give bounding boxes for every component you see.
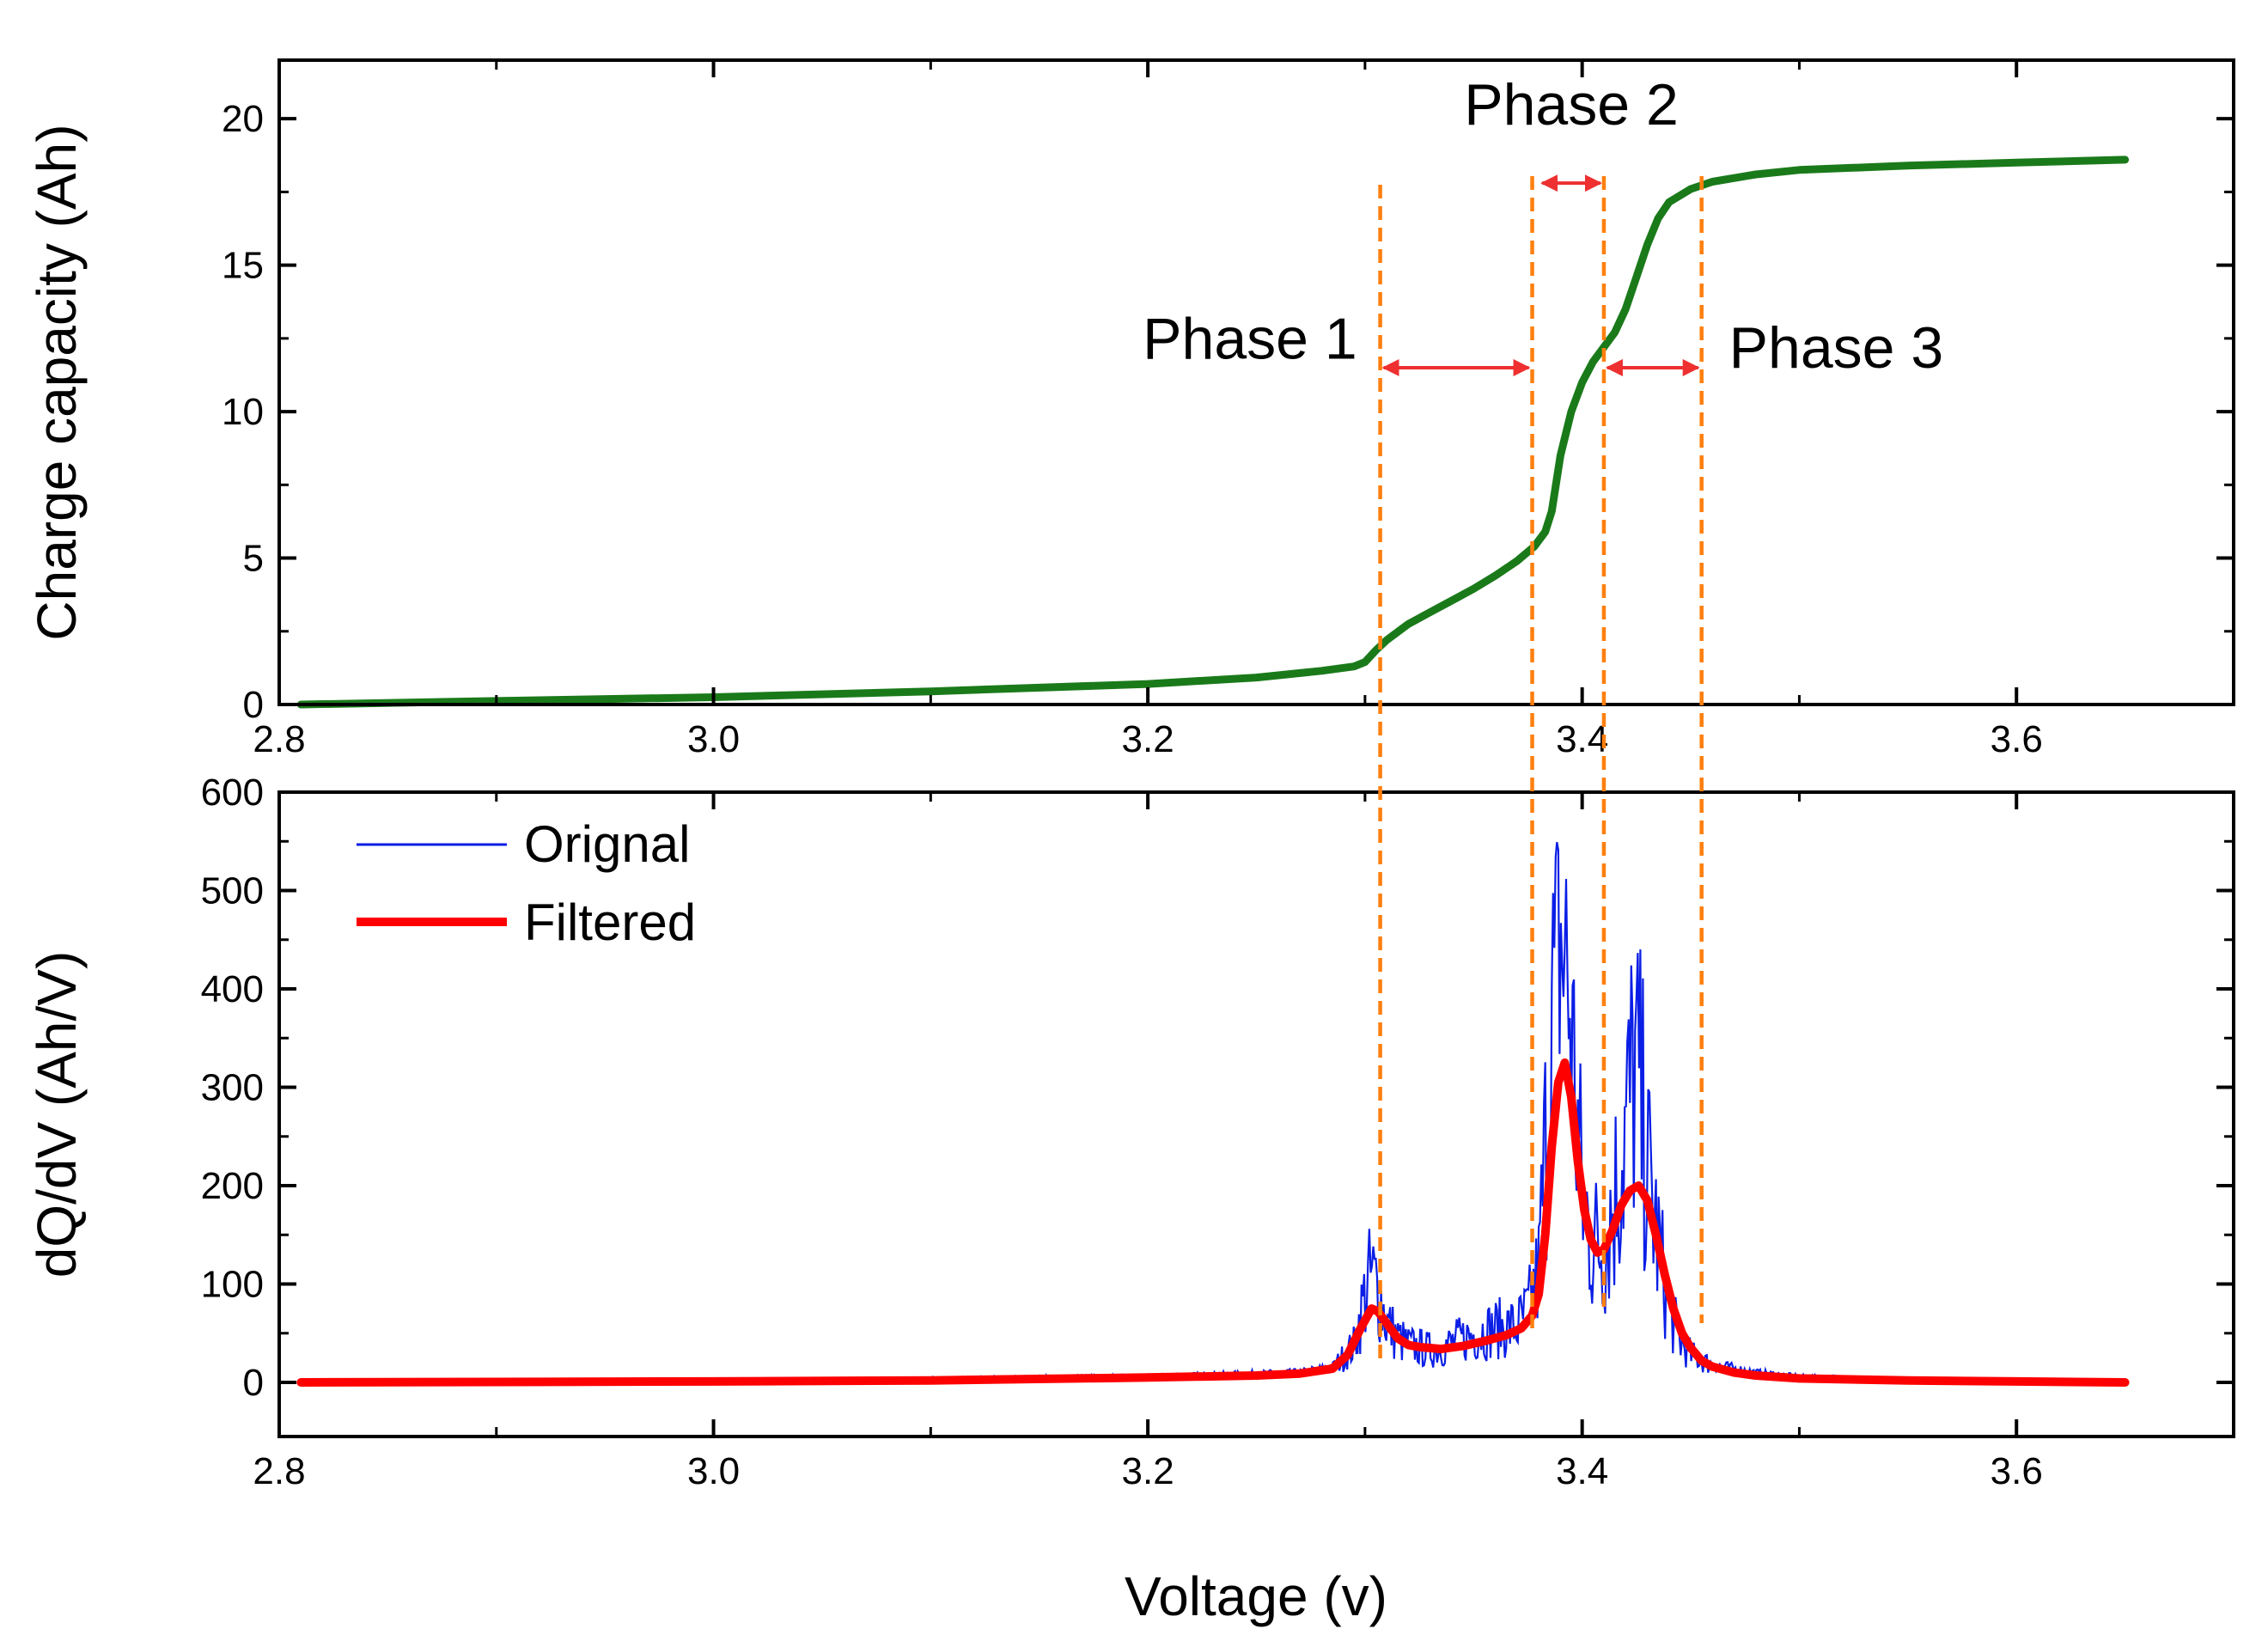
bottom-y-tick-label: 100 xyxy=(201,1264,264,1306)
bottom-tick-layer: 2.8 3.0 3.2 3.4 3.6 0 100 200 300 400 500 600 xyxy=(201,772,2234,1492)
charge-capacity-line xyxy=(296,156,2130,709)
phase-boundary-layer xyxy=(1378,176,1704,1366)
top-x-tick-label: 2.8 xyxy=(253,718,305,760)
top-chart-panel: Phase 1 Phase 2 Phase 3 2.8 3.0 3.2 3.4 3.6 0 5 1… xyxy=(26,58,2235,760)
bottom-y-tick-label: 300 xyxy=(201,1067,264,1109)
top-x-tick-label: 3.4 xyxy=(1556,718,1608,760)
bottom-y-tick-label: 200 xyxy=(201,1165,264,1207)
top-y-tick-label: 20 xyxy=(222,98,264,140)
filtered-dqdv-line xyxy=(296,1058,2130,1387)
bottom-x-tick-label: 3.6 xyxy=(1991,1450,2043,1492)
bottom-y-tick-label: 500 xyxy=(201,870,264,912)
bottom-y-tick-label: 0 xyxy=(243,1362,264,1404)
phase-label: Phase 1 xyxy=(1143,307,1357,372)
top-y-tick-label: 5 xyxy=(243,538,264,580)
bottom-x-tick-label: 3.4 xyxy=(1556,1450,1608,1492)
phase-label: Phase 2 xyxy=(1464,72,1679,137)
bottom-x-tick-label: 2.8 xyxy=(253,1450,305,1492)
bottom-series-layer xyxy=(296,842,2130,1387)
bottom-plot-frame xyxy=(277,790,2235,1438)
legend: Orignal Filtered xyxy=(357,815,696,951)
top-x-tick-label: 3.2 xyxy=(1122,718,1174,760)
bottom-chart-panel: 2.8 3.0 3.2 3.4 3.6 0 100 200 300 400 500 600 dQ/dV… xyxy=(26,772,2235,1627)
top-series-layer xyxy=(296,156,2130,709)
x-axis-title: Voltage (v) xyxy=(1125,1565,1387,1627)
top-x-tick-label: 3.0 xyxy=(687,718,740,760)
top-y-tick-label: 10 xyxy=(222,391,264,433)
bottom-y-tick-label: 400 xyxy=(201,968,264,1010)
bottom-x-tick-label: 3.0 xyxy=(687,1450,740,1492)
top-tick-layer: 2.8 3.0 3.2 3.4 3.6 0 5 10 15 20 xyxy=(222,60,2234,760)
top-y-tick-label: 15 xyxy=(222,245,264,287)
top-annotation-layer: Phase 1 Phase 2 Phase 3 xyxy=(1143,72,1943,381)
phase-label: Phase 3 xyxy=(1729,315,1944,381)
legend-label-orignal: Orignal xyxy=(524,815,690,873)
bottom-x-tick-label: 3.2 xyxy=(1122,1450,1174,1492)
top-plot-frame xyxy=(277,58,2235,706)
legend-label-filtered: Filtered xyxy=(524,894,696,951)
top-y-axis-title: Charge capacity (Ah) xyxy=(26,124,88,640)
bottom-y-axis-title: dQ/dV (Ah/V) xyxy=(26,951,88,1278)
bottom-y-tick-label: 600 xyxy=(201,772,264,814)
top-x-tick-label: 3.6 xyxy=(1991,718,2043,760)
top-y-tick-label: 0 xyxy=(243,684,264,726)
